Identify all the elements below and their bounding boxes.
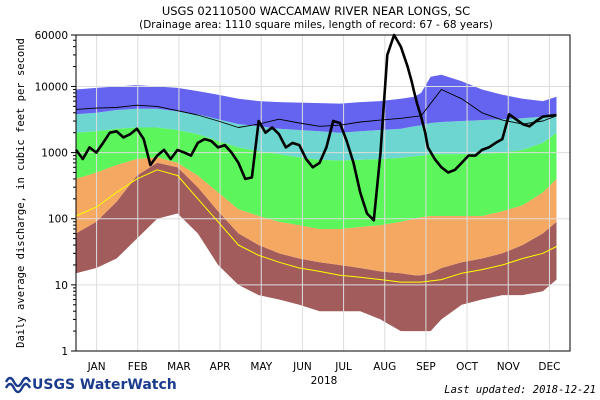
- percentile-band-5: [76, 74, 557, 133]
- x-tick-label: FEB: [128, 361, 148, 373]
- series-line-2: [75, 89, 557, 128]
- y-tick-label: 1: [61, 346, 68, 358]
- percentile-band-4: [76, 108, 557, 161]
- grid-lines: [76, 35, 570, 351]
- y-axis-label: Daily average discharge, in cubic feet p…: [15, 38, 27, 348]
- chart-title: USGS 02110500 WACCAMAW RIVER NEAR LONGS,…: [162, 4, 470, 18]
- x-axis-label: 2018: [311, 375, 338, 387]
- y-tick-labels: 1 10 100 1000 10000 60000: [35, 30, 76, 358]
- x-tick-label: DEC: [538, 361, 560, 373]
- percentile-band-1: [76, 162, 557, 332]
- x-tick-label: AUG: [373, 361, 396, 373]
- y-tick-label: 1000: [41, 148, 68, 160]
- x-tick-label: NOV: [497, 361, 521, 373]
- logo-text: USGS WaterWatch: [32, 377, 177, 393]
- x-tick-label: MAR: [167, 361, 191, 373]
- x-tick-labels: JAN FEB MAR APR MAY JUN JUL AUG SEP OCT NOV DEC: [87, 361, 561, 373]
- percentile-band-2: [76, 157, 557, 276]
- series-line-1: [75, 169, 557, 283]
- y-tick-label: 60000: [35, 30, 68, 42]
- x-tick-label: APR: [210, 361, 231, 373]
- x-tick-label: JUN: [292, 361, 312, 373]
- wave-icon: [4, 376, 32, 394]
- usgs-logo: USGS WaterWatch: [4, 376, 177, 394]
- x-tick-label: JAN: [87, 361, 106, 373]
- y-tick-label: 100: [48, 214, 68, 226]
- x-tick-label: JUL: [334, 361, 352, 373]
- x-tick-label: SEP: [416, 361, 436, 373]
- chart-subtitle: (Drainage area: 1110 square miles, lengt…: [139, 19, 493, 31]
- plot-frame: [75, 34, 571, 352]
- x-tick-label: OCT: [456, 361, 479, 373]
- plot-area: [76, 35, 570, 351]
- series-lines: [74, 33, 557, 283]
- x-tick-label: MAY: [250, 361, 272, 373]
- series-line-3: [74, 33, 557, 222]
- y-tick-label: 10: [55, 280, 68, 292]
- last-updated: Last updated: 2018-12-21: [444, 384, 596, 396]
- y-tick-label: 10000: [35, 81, 68, 93]
